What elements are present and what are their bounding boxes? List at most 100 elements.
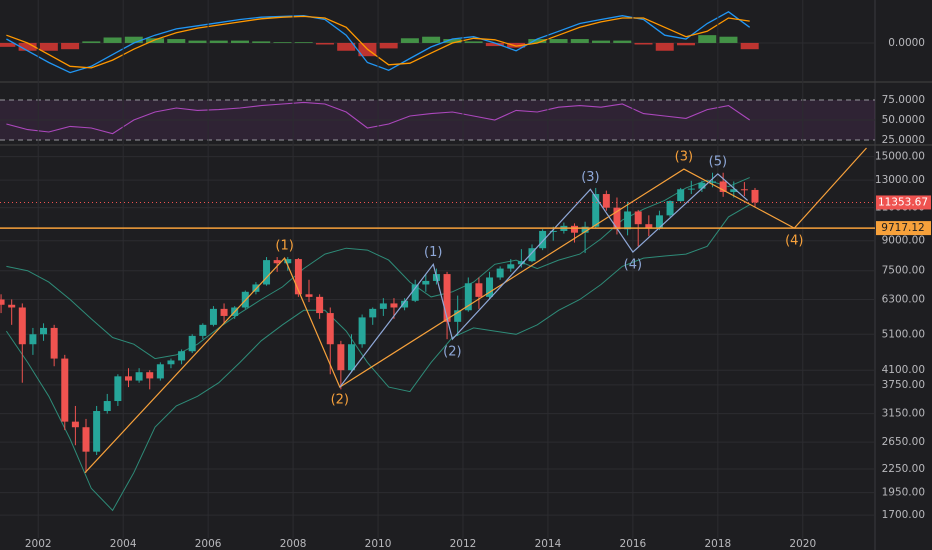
- candle-body: [581, 226, 589, 233]
- wave-label: (1): [275, 239, 293, 254]
- x-tick-label: 2002: [25, 538, 52, 550]
- candle-body: [539, 230, 547, 249]
- candle-body: [709, 181, 717, 183]
- candle-body: [273, 260, 281, 264]
- candle-body: [199, 324, 207, 336]
- candle-body: [496, 268, 504, 278]
- histogram-bar: [676, 42, 695, 46]
- histogram-bar: [103, 37, 122, 43]
- candle-body: [146, 372, 154, 379]
- histogram-bar: [549, 39, 568, 43]
- candle-body: [422, 280, 430, 285]
- histogram-bar: [592, 40, 611, 43]
- candle-body: [549, 230, 557, 232]
- candle-body: [454, 310, 462, 322]
- histogram-bar: [294, 42, 313, 43]
- candle-body: [613, 207, 621, 230]
- bollinger-band: [5, 204, 750, 512]
- histogram-bar: [18, 42, 37, 51]
- histogram-bar: [464, 41, 483, 43]
- candle-body: [655, 215, 663, 229]
- candle-body: [316, 296, 324, 314]
- y-tick-label: 3150.00: [882, 408, 925, 420]
- candle-body: [18, 307, 26, 345]
- y-tick-label: 4100.00: [882, 364, 925, 376]
- y-tick-label: 13000.00: [875, 174, 925, 186]
- candle-body: [624, 211, 632, 230]
- candle-body: [687, 188, 695, 190]
- candle-body: [326, 313, 334, 345]
- candle-body: [486, 277, 494, 297]
- candle-body: [8, 304, 16, 308]
- x-tick-label: 2018: [704, 538, 731, 550]
- y-tick-label: 3750.00: [882, 379, 925, 391]
- histogram-bar: [61, 42, 80, 50]
- wave-label: (2): [443, 345, 461, 360]
- candle-body: [666, 201, 674, 216]
- histogram-bar: [719, 36, 738, 43]
- candle-body: [0, 299, 5, 305]
- candle-body: [645, 224, 653, 229]
- wave-label: (4): [624, 258, 642, 273]
- candle-body: [592, 194, 600, 227]
- candle-body: [156, 364, 164, 379]
- y-tick-label: 15000.00: [875, 151, 925, 163]
- histogram-bar: [209, 40, 228, 43]
- y-tick-label: 50.0000: [882, 114, 925, 126]
- histogram-bar: [443, 39, 462, 43]
- histogram-bar: [146, 38, 165, 43]
- histogram-bar: [0, 42, 16, 47]
- candle-body: [167, 360, 175, 365]
- x-tick-label: 2020: [789, 538, 816, 550]
- histogram-bar: [273, 42, 292, 43]
- candle-body: [71, 421, 79, 428]
- candle-body: [390, 303, 398, 308]
- histogram-bar: [82, 41, 101, 43]
- candle-body: [730, 189, 738, 192]
- candle-body: [719, 181, 727, 192]
- histogram-bar: [188, 40, 207, 43]
- y-tick-label: 1950.00: [882, 487, 925, 499]
- candle-body: [82, 427, 90, 452]
- candle-body: [677, 189, 685, 202]
- histogram-bar: [167, 39, 186, 43]
- histogram-bar: [315, 42, 334, 45]
- candle-body: [284, 259, 292, 264]
- x-tick-label: 2014: [535, 538, 562, 550]
- histogram-bar: [613, 40, 632, 43]
- x-tick-label: 2016: [620, 538, 647, 550]
- y-tick-label: 2250.00: [882, 463, 925, 475]
- wave-line: [84, 147, 867, 474]
- histogram-bar: [698, 35, 717, 43]
- histogram-bar: [485, 42, 504, 47]
- candle-body: [379, 303, 387, 309]
- candle-body: [263, 260, 271, 285]
- histogram-bar: [528, 39, 547, 43]
- candle-body: [507, 264, 515, 269]
- histogram-bar: [740, 42, 759, 50]
- candle-body: [124, 376, 132, 381]
- histogram-bar: [400, 38, 419, 43]
- candle-body: [517, 261, 525, 265]
- wave-label: (2): [331, 393, 349, 408]
- x-tick-label: 2004: [110, 538, 137, 550]
- candle-body: [135, 372, 143, 381]
- x-tick-label: 2012: [450, 538, 477, 550]
- candle-body: [103, 401, 111, 412]
- candle-body: [337, 344, 345, 371]
- candle-body: [475, 283, 483, 297]
- candle-body: [29, 334, 37, 345]
- candle-body: [570, 225, 578, 233]
- y-tick-label: 75.0000: [882, 94, 925, 106]
- candle-body: [464, 283, 472, 311]
- candle-body: [114, 376, 122, 402]
- y-tick-label: 1700.00: [882, 509, 925, 521]
- candle-body: [528, 248, 536, 262]
- histogram-bar: [634, 42, 653, 45]
- candle-body: [209, 308, 217, 325]
- histogram-bar: [39, 42, 58, 51]
- histogram-bar: [570, 39, 589, 43]
